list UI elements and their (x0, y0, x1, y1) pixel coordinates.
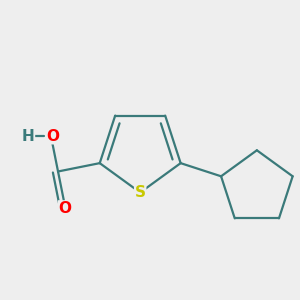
Text: H: H (22, 129, 34, 144)
Text: O: O (46, 129, 59, 144)
Text: S: S (135, 185, 146, 200)
Text: O: O (58, 201, 72, 216)
